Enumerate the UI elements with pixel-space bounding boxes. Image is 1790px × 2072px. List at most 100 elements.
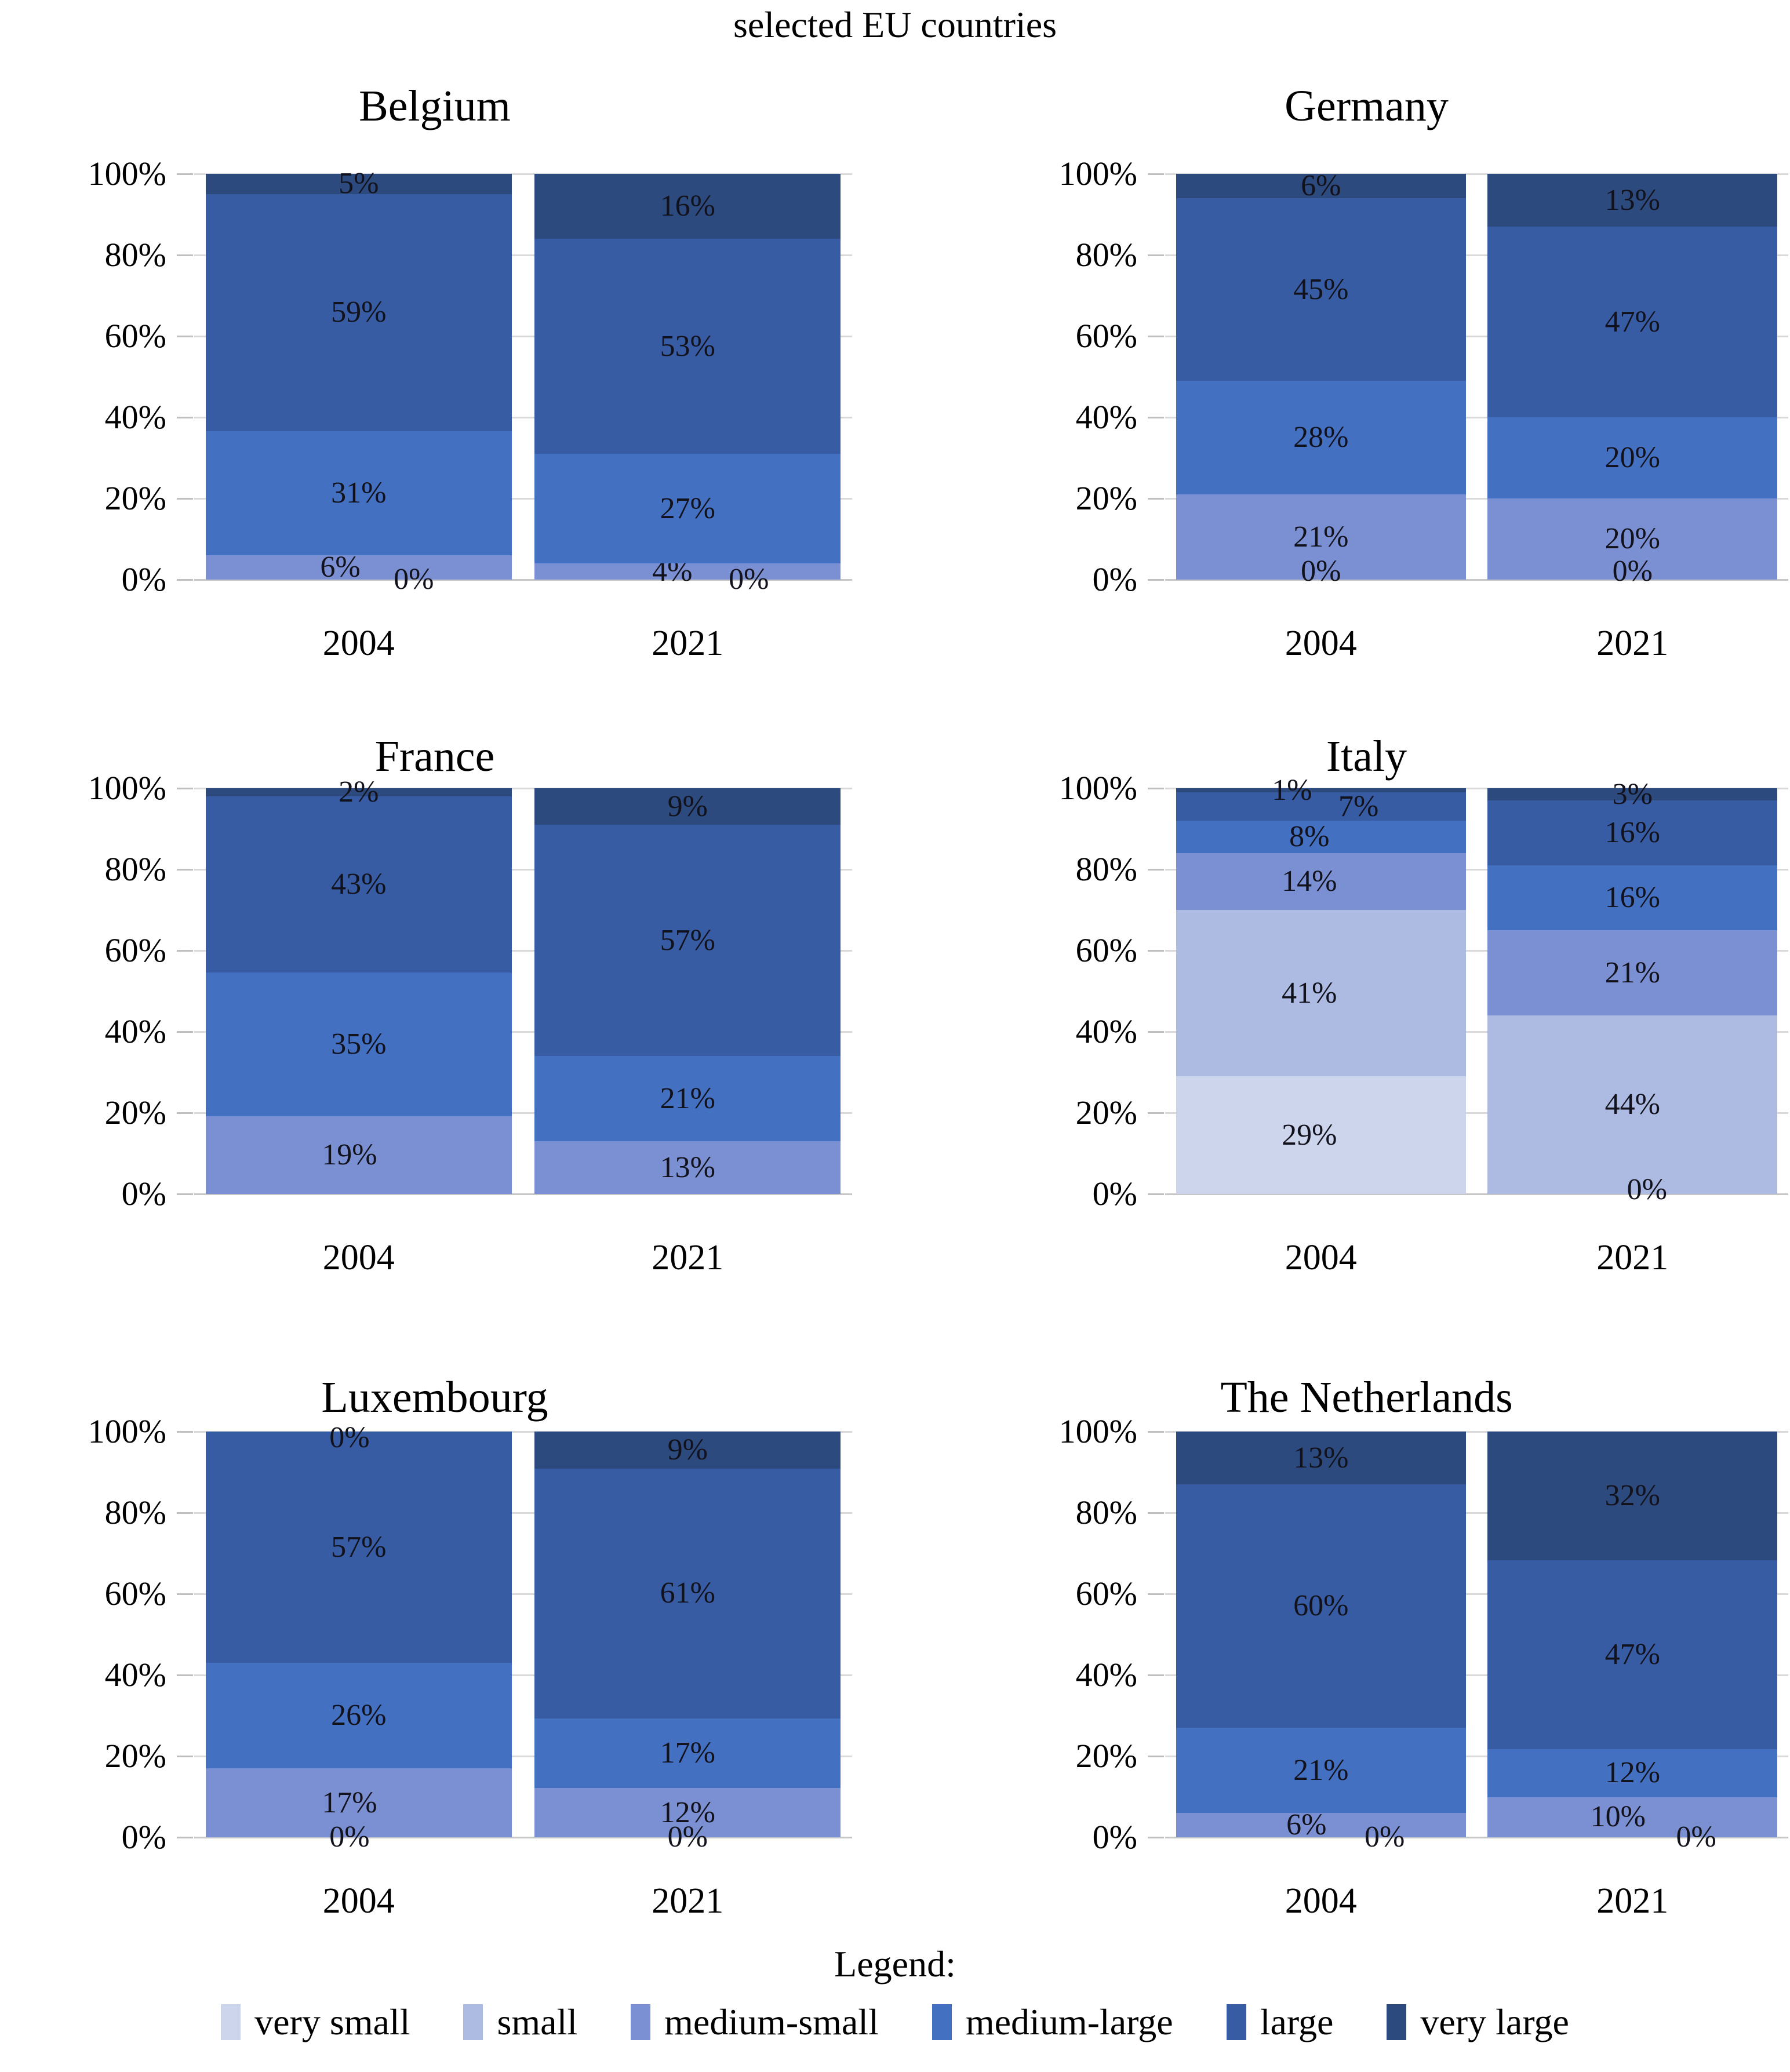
y-axis-label: 80%	[1075, 1494, 1137, 1531]
x-axis-label: 2004	[1285, 1881, 1357, 1921]
x-axis-label: 2021	[1596, 1881, 1669, 1921]
y-axis-label: 0%	[1092, 1818, 1137, 1856]
segment-medium-small	[1487, 1797, 1778, 1837]
axis-tick	[1148, 1512, 1164, 1514]
axis-tick	[1148, 498, 1164, 500]
gridline	[194, 1431, 852, 1433]
axis-tick	[177, 579, 193, 581]
legend-item-very-small: very small	[221, 2001, 410, 2044]
axis-tick	[1148, 1593, 1164, 1595]
data-label: 45%	[1293, 272, 1349, 306]
segment-medium-small	[534, 1788, 841, 1837]
y-axis-label: 20%	[104, 479, 166, 517]
y-axis-label: 100%	[88, 769, 166, 807]
zero-label: 0%	[1627, 1173, 1667, 1206]
segment-large	[1176, 1484, 1466, 1728]
gridline	[1165, 336, 1788, 337]
gridline	[194, 1112, 852, 1114]
y-axis-label: 60%	[104, 1575, 166, 1612]
very-small-swatch-icon	[221, 2004, 241, 2040]
segment-very-small	[1176, 1076, 1466, 1194]
y-axis-label: 20%	[104, 1094, 166, 1131]
chart-belgium: Belgium 6% 31% 59% 5% 0% 4% 27% 53% 16% 0% 100% 80% 6…	[17, 75, 852, 678]
y-axis-label: 0%	[121, 560, 166, 598]
bar-2004: 6% 31% 59% 5% 0%	[205, 169, 512, 595]
large-swatch-icon	[1226, 2004, 1246, 2040]
segment-medium-small	[1487, 498, 1778, 580]
gridline	[194, 1512, 852, 1514]
y-axis-label: 20%	[1075, 1737, 1137, 1775]
gridline	[1165, 417, 1788, 418]
zero-label: 0%	[1365, 1820, 1405, 1853]
axis-tick	[177, 1031, 193, 1033]
zero-label: 0%	[329, 1820, 370, 1853]
y-axis-label: 0%	[1092, 1175, 1137, 1212]
gridline	[194, 1193, 852, 1195]
y-axis-label: 80%	[104, 850, 166, 888]
gridline	[194, 1756, 852, 1757]
zero-label: 0%	[729, 563, 769, 596]
legend-item-large: large	[1226, 2001, 1334, 2044]
x-axis-label: 2004	[1285, 624, 1357, 663]
plot-area: 17% 26% 57% 0% 0% 12% 17% 61% 9% 0%	[177, 1422, 852, 1852]
data-label: 57%	[660, 923, 715, 957]
zero-label: 0%	[1301, 555, 1341, 588]
x-axis-label: 2021	[1596, 624, 1669, 663]
gridline	[194, 788, 852, 789]
chart-the-netherlands: The Netherlands 6% 21% 60% 13% 0% 10% 12% 47% 32%…	[945, 1333, 1788, 1936]
zero-label: 0%	[667, 1820, 708, 1853]
legend-label: very large	[1420, 2001, 1569, 2042]
segment-medium-large	[1487, 417, 1778, 498]
axis-tick	[177, 950, 193, 952]
legend: very small small medium-small medium-large l…	[0, 2001, 1790, 2044]
segment-large	[1487, 227, 1778, 417]
segment-large	[534, 239, 841, 454]
segment-large	[1176, 792, 1466, 821]
axis-tick	[1148, 1756, 1164, 1757]
data-label: 19%	[322, 1138, 377, 1171]
gridline	[194, 417, 852, 418]
axis-tick	[1148, 950, 1164, 952]
chart-title: Belgium	[359, 82, 511, 130]
segment-medium-small	[205, 1768, 512, 1837]
data-label: 6%	[1301, 169, 1341, 202]
y-axis-label: 40%	[1075, 1013, 1137, 1050]
gridline	[194, 1593, 852, 1595]
data-label: 16%	[660, 190, 715, 223]
segment-medium-large	[534, 1718, 841, 1789]
y-axis-label: 80%	[1075, 850, 1137, 888]
segment-very-large	[205, 788, 512, 797]
legend-label: large	[1260, 2001, 1334, 2042]
chart-italy: Italy 29% 41% 14% 8% 7% 1% 44% 21% 16% 16% 3% 0% 100%…	[945, 690, 1788, 1292]
chart-title: France	[374, 732, 495, 781]
data-label: 13%	[660, 1150, 715, 1184]
y-axis-label: 100%	[88, 1412, 166, 1450]
data-label: 32%	[1605, 1479, 1660, 1512]
segment-very-large	[534, 174, 841, 239]
y-axis-label: 20%	[1075, 479, 1137, 517]
segment-large	[205, 194, 512, 431]
gridline	[194, 254, 852, 256]
very-large-swatch-icon	[1387, 2004, 1407, 2040]
gridline	[194, 1674, 852, 1676]
gridline	[194, 950, 852, 952]
bar-2021: 13% 21% 57% 9%	[534, 788, 841, 1194]
data-label: 41%	[1282, 976, 1337, 1010]
segment-medium-large	[1487, 865, 1778, 930]
legend-label: very small	[254, 2001, 410, 2042]
data-label: 9%	[667, 789, 708, 823]
gridline	[1165, 1512, 1788, 1514]
data-label: 12%	[1605, 1756, 1660, 1790]
legend-label: medium-large	[965, 2001, 1173, 2042]
segment-medium-large	[534, 454, 841, 563]
axis-tick	[1148, 336, 1164, 337]
gridline	[1165, 1431, 1788, 1433]
zero-label: 0%	[1612, 555, 1653, 588]
y-axis-label: 40%	[1075, 1656, 1137, 1694]
segment-medium-large	[1176, 821, 1466, 853]
axis-tick	[177, 336, 193, 337]
data-label: 13%	[1605, 183, 1660, 217]
data-label: 10%	[1590, 1800, 1646, 1834]
plot-area: 29% 41% 14% 8% 7% 1% 44% 21% 16% 16% 3% 0%	[1148, 775, 1788, 1205]
y-axis-label: 100%	[88, 155, 166, 192]
